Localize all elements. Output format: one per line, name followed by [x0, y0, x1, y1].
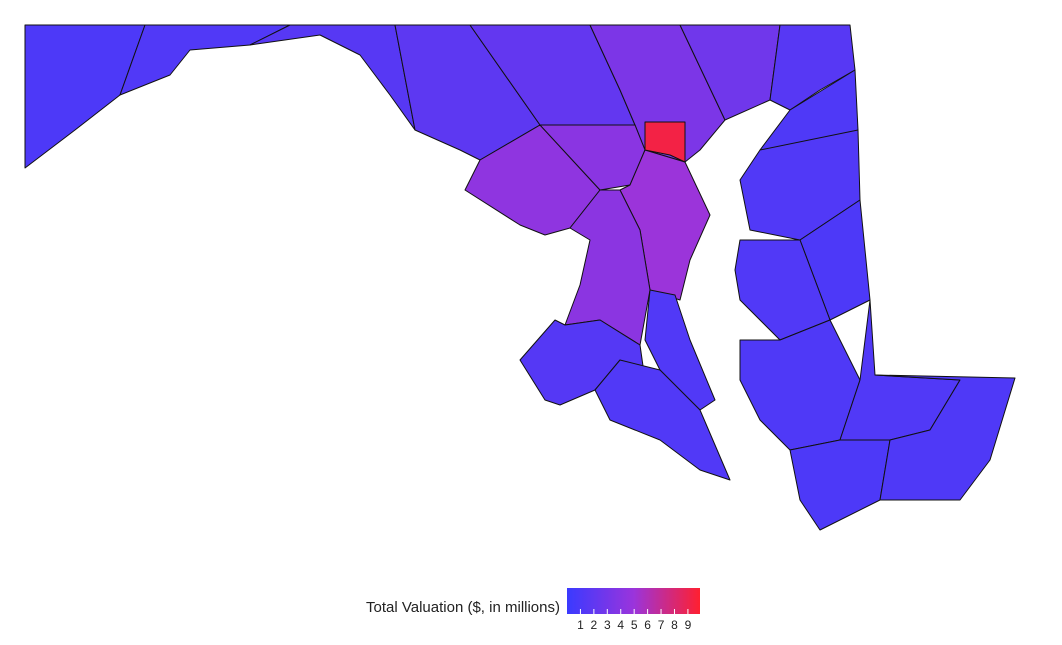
county [874, 374, 1016, 501]
legend-tick-label: 1 [577, 618, 584, 632]
county [24, 24, 146, 169]
county [119, 24, 291, 96]
county [644, 289, 716, 411]
legend-title: Total Valuation ($, in millions) [366, 599, 560, 616]
county [644, 121, 686, 163]
color-bar [567, 588, 700, 614]
county [249, 24, 416, 131]
legend-tick-label: 8 [671, 618, 678, 632]
legend-tick-label: 5 [631, 618, 638, 632]
county [594, 359, 731, 481]
legend-tick-label: 4 [617, 618, 624, 632]
legend-tick-label: 2 [591, 618, 598, 632]
county [789, 439, 891, 531]
legend-tick-label: 6 [644, 618, 651, 632]
legend-tick-label: 9 [685, 618, 692, 632]
legend-tick-label: 7 [658, 618, 665, 632]
legend-tick-label: 3 [604, 618, 611, 632]
county [769, 24, 856, 111]
regions [24, 24, 1016, 531]
county [739, 319, 861, 451]
